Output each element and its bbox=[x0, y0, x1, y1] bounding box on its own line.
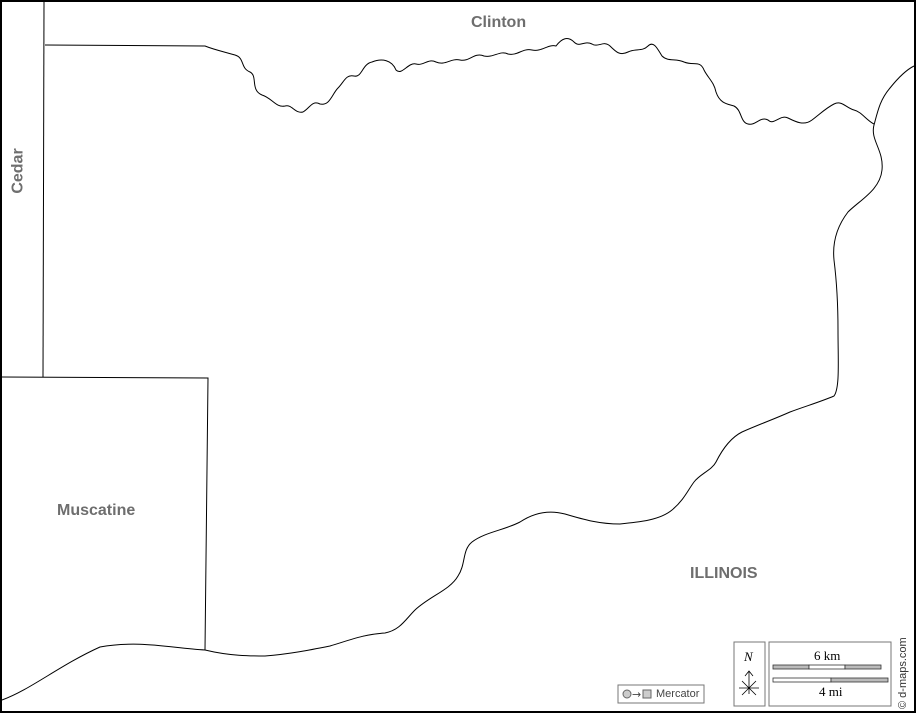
scale-box bbox=[768, 641, 892, 707]
label-illinois: ILLINOIS bbox=[690, 565, 758, 582]
projection-box bbox=[617, 684, 705, 704]
scale-bar-km bbox=[772, 664, 882, 670]
muscatine-county-boundary bbox=[1, 376, 209, 651]
clinton-county-boundary bbox=[44, 38, 875, 125]
projection-label: Mercator bbox=[656, 688, 700, 700]
label-muscatine: Muscatine bbox=[57, 502, 136, 519]
scale-mi-label: 4 mi bbox=[819, 684, 843, 699]
mississippi-river-boundary bbox=[1, 65, 915, 701]
label-cedar: Cedar bbox=[9, 148, 27, 194]
label-clinton: Clinton bbox=[471, 14, 527, 31]
globe-icon bbox=[622, 689, 632, 699]
cedar-county-boundary bbox=[42, 1, 45, 378]
north-label: N bbox=[744, 649, 753, 664]
square-icon bbox=[642, 689, 652, 699]
arrow-icon: → bbox=[632, 688, 641, 701]
scale-km-label: 6 km bbox=[814, 648, 841, 663]
credit-label: © d-maps.com bbox=[897, 637, 909, 709]
north-arrow-icon bbox=[739, 670, 759, 696]
north-arrow-box bbox=[733, 641, 766, 707]
scale-bar-mi bbox=[772, 677, 889, 683]
